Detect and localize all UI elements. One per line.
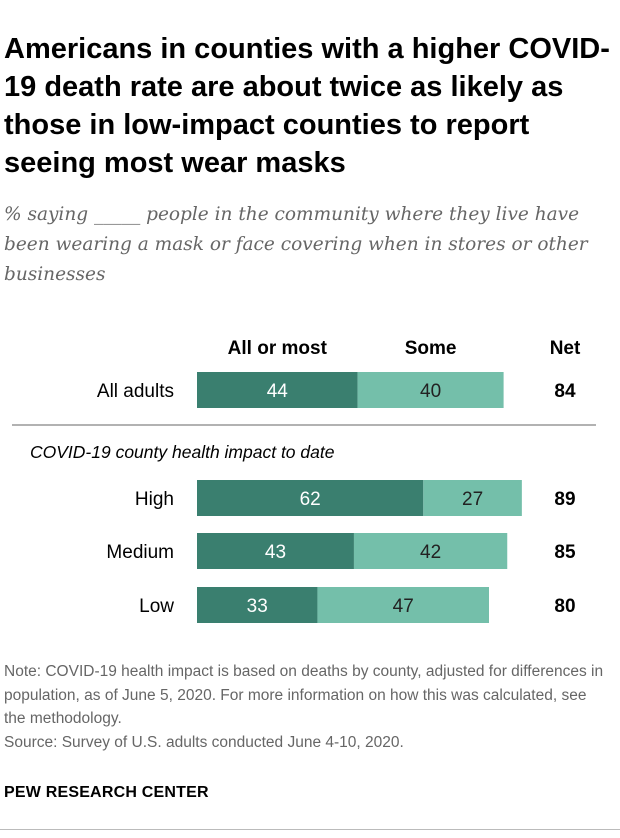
value-label-medium-some: 42 — [420, 542, 441, 563]
row-label-medium: Medium — [106, 542, 174, 563]
stacked-bar-chart: All or most Some Net COVID-19 county health… — [12, 338, 596, 623]
net-value-medium: 85 — [554, 542, 576, 563]
row-label-high: High — [135, 489, 174, 510]
row-label-all-adults: All adults — [97, 381, 174, 402]
value-label-high-some: 27 — [462, 489, 483, 510]
bar-all-adults-all-or-most — [197, 372, 358, 408]
bar-medium-some — [353, 533, 508, 569]
value-label-medium-all-or-most: 43 — [265, 542, 286, 563]
net-value-all-adults: 84 — [554, 381, 576, 402]
value-label-high-all-or-most: 62 — [300, 489, 321, 510]
bottom-divider — [0, 829, 620, 830]
net-header: Net — [550, 338, 581, 359]
net-value-low: 80 — [554, 596, 575, 617]
bar-low-all-or-most — [197, 587, 318, 623]
value-label-all-adults-all-or-most: 44 — [267, 381, 289, 402]
bar-all-adults-some — [357, 372, 504, 408]
group-label: COVID-19 county health impact to date — [30, 442, 335, 462]
chart-source: Source: Survey of U.S. adults conducted … — [4, 734, 404, 751]
value-label-all-adults-some: 40 — [420, 381, 441, 402]
value-label-low-some: 47 — [393, 596, 414, 617]
brand-logo-text: PEW RESEARCH CENTER — [4, 784, 209, 801]
bar-low-some — [317, 587, 489, 623]
row-label-low: Low — [139, 596, 174, 617]
bar-high-some — [423, 480, 522, 516]
chart-note: Note: COVID-19 health impact is based on… — [4, 663, 604, 727]
net-value-high: 89 — [554, 489, 575, 510]
legend-all-or-most: All or most — [228, 338, 328, 359]
bar-medium-all-or-most — [197, 533, 354, 569]
legend-some: Some — [405, 338, 457, 359]
value-label-low-all-or-most: 33 — [247, 596, 268, 617]
chart-subtitle: % saying _____ people in the community w… — [4, 204, 588, 285]
bar-high-all-or-most — [197, 480, 424, 516]
chart-title: Americans in counties with a higher COVI… — [4, 33, 610, 179]
